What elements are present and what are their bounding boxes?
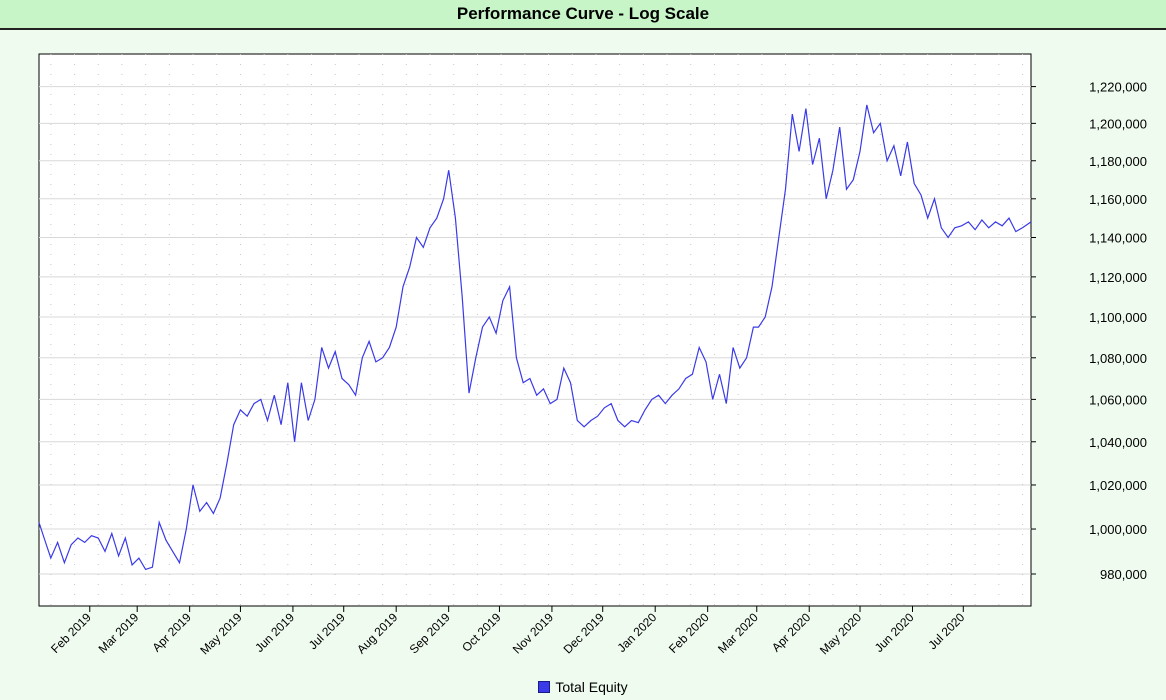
y-tick-label: 980,000: [1100, 567, 1147, 582]
x-tick-label: Aug 2019: [354, 610, 400, 656]
y-tick-label: 1,180,000: [1089, 154, 1147, 169]
y-axis: 980,000 1,000,000 1,020,000 1,040,000 1,060,…: [1031, 80, 1147, 582]
x-tick-label: Sep 2019: [407, 610, 453, 656]
x-tick-label: Apr 2020: [769, 610, 814, 655]
y-tick-label: 1,060,000: [1089, 392, 1147, 407]
series-line-total-equity: [38, 104, 1032, 571]
legend-swatch: [538, 681, 551, 693]
y-tick-label: 1,040,000: [1089, 435, 1147, 450]
y-tick-label: 1,140,000: [1089, 230, 1147, 245]
x-tick-label: May 2019: [197, 610, 244, 657]
x-tick-label: Jul 2020: [925, 610, 967, 652]
x-tick-label: May 2020: [817, 610, 864, 657]
y-tick-label: 1,120,000: [1089, 270, 1147, 285]
x-tick-label: Jun 2019: [252, 610, 297, 655]
grid-lines: [39, 54, 1031, 606]
x-tick-label: Dec 2019: [561, 610, 607, 656]
y-tick-label: 1,200,000: [1089, 116, 1147, 131]
y-tick-label: 1,020,000: [1089, 478, 1147, 493]
x-tick-label: Oct 2019: [459, 610, 504, 655]
x-tick-label: Jan 2020: [614, 610, 659, 655]
y-tick-label: 1,220,000: [1089, 80, 1147, 95]
plot-area: [38, 53, 1032, 607]
x-tick-label: Nov 2019: [510, 610, 556, 656]
chart-title: Performance Curve - Log Scale: [456, 4, 710, 23]
x-tick-label: Feb 2019: [48, 610, 94, 656]
x-tick-label: Jun 2020: [872, 610, 917, 655]
x-tick-label: Mar 2020: [715, 610, 761, 656]
x-axis: Feb 2019 Mar 2019 Apr 2019 May 2019 Jun 2019…: [48, 606, 968, 657]
legend-label-total-equity: Total Equity: [555, 679, 628, 695]
x-tick-label: Jul 2019: [306, 610, 348, 652]
y-tick-label: 1,160,000: [1089, 192, 1147, 207]
x-tick-label: Feb 2020: [666, 610, 712, 656]
x-tick-label: Mar 2019: [96, 610, 142, 656]
x-tick-label: Apr 2019: [149, 610, 194, 655]
y-tick-label: 1,000,000: [1089, 522, 1147, 537]
y-tick-label: 1,080,000: [1089, 351, 1147, 366]
legend: Total Equity: [0, 676, 1166, 698]
chart-title-bar: Performance Curve - Log Scale: [0, 0, 1166, 30]
y-tick-label: 1,100,000: [1089, 310, 1147, 325]
